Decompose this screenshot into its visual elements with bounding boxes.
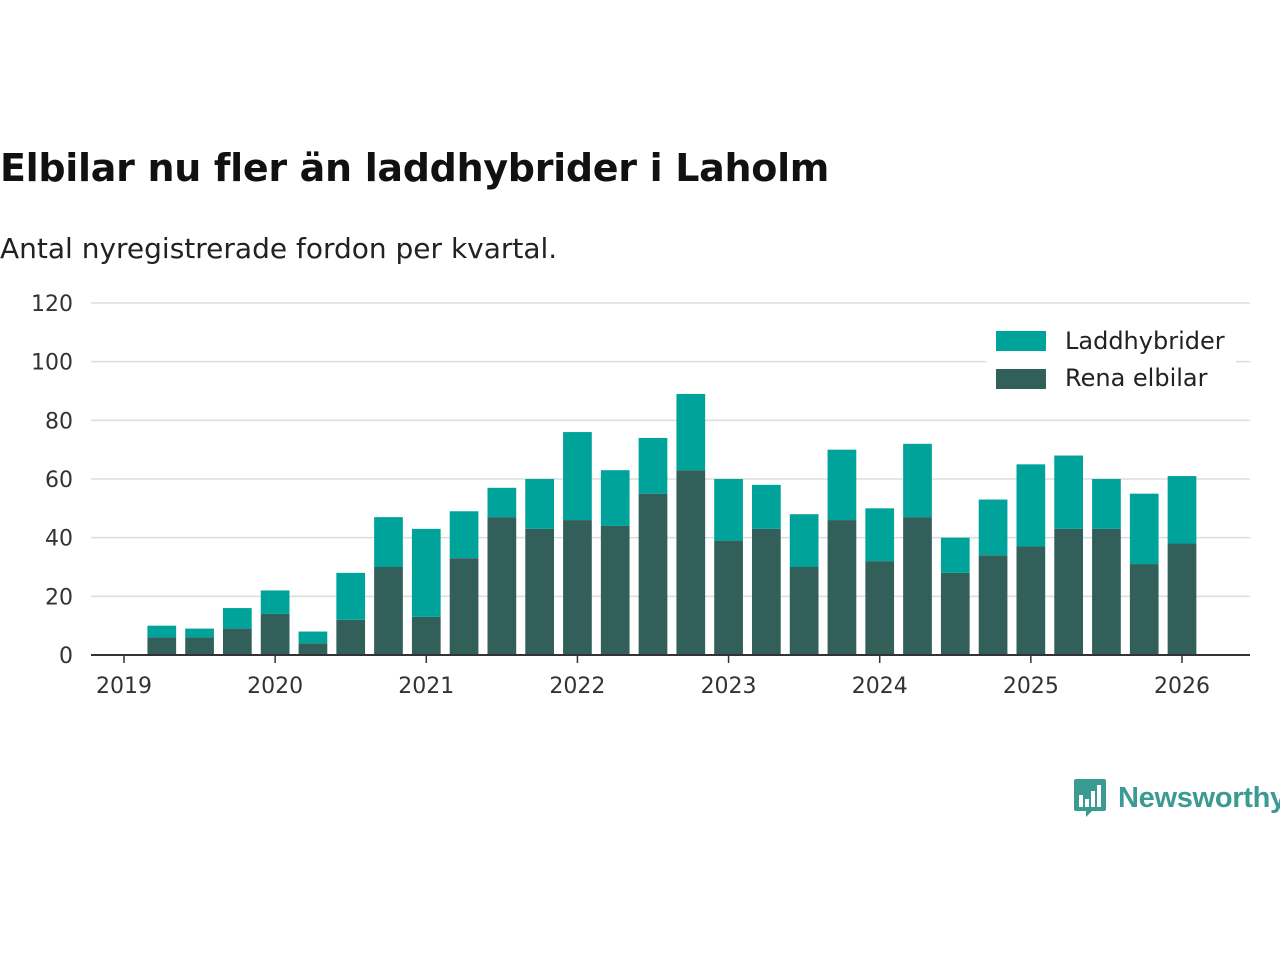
bar-rena-elbilar <box>1129 564 1159 655</box>
x-tick-label: 2023 <box>701 674 757 699</box>
x-tick-label: 2024 <box>852 674 908 699</box>
bar-laddhybrider <box>298 631 328 644</box>
bar-laddhybrider <box>789 514 819 567</box>
bar-rena-elbilar <box>865 561 895 655</box>
chart-title: Elbilar nu fler än laddhybrider i Laholm <box>0 146 830 190</box>
bar-chart-speech-bubble-icon <box>1074 779 1106 817</box>
y-tick-label: 100 <box>31 351 73 376</box>
bar-laddhybrider <box>865 508 895 562</box>
bar-rena-elbilar <box>487 517 517 655</box>
bar-rena-elbilar <box>563 520 592 655</box>
bar-laddhybrider <box>978 499 1008 556</box>
bar-rena-elbilar <box>374 567 403 655</box>
bar-laddhybrider <box>1167 476 1197 544</box>
bar-laddhybrider <box>374 517 403 567</box>
bar-rena-elbilar <box>298 643 328 655</box>
bar-laddhybrider <box>563 432 592 521</box>
bar-rena-elbilar <box>147 637 177 655</box>
bar-laddhybrider <box>751 484 781 529</box>
bar-laddhybrider <box>1092 479 1121 529</box>
bar-rena-elbilar <box>638 493 668 655</box>
bar-rena-elbilar <box>260 613 290 655</box>
bar-rena-elbilar <box>789 567 819 655</box>
bars <box>147 393 1197 655</box>
y-tick-label: 40 <box>45 527 73 552</box>
bar-rena-elbilar <box>751 528 781 655</box>
y-axis-ticks: 0 20 40 60 80 100 120 <box>31 292 73 669</box>
bar-rena-elbilar <box>336 619 366 655</box>
bar-rena-elbilar <box>411 616 441 655</box>
x-tick-label: 2021 <box>398 674 454 699</box>
bar-laddhybrider <box>487 487 517 518</box>
y-tick-label: 60 <box>45 468 73 493</box>
bar-laddhybrider <box>600 470 630 526</box>
bar-rena-elbilar <box>449 558 479 655</box>
bar-laddhybrider <box>147 625 177 638</box>
bar-rena-elbilar <box>185 637 214 655</box>
x-tick-label: 2020 <box>247 674 303 699</box>
y-tick-label: 120 <box>31 292 73 317</box>
legend-swatch-rena-elbilar <box>996 369 1046 389</box>
bar-laddhybrider <box>676 393 706 471</box>
bar-laddhybrider <box>903 443 932 518</box>
bar-rena-elbilar <box>1092 528 1121 655</box>
bar-rena-elbilar <box>676 470 706 655</box>
bar-laddhybrider <box>449 511 479 559</box>
bar-laddhybrider <box>260 590 290 614</box>
x-tick-label: 2019 <box>96 674 152 699</box>
chart-subtitle: Antal nyregistrerade fordon per kvartal. <box>0 232 558 265</box>
x-axis-ticks: 2019 2020 2021 2022 2023 2024 2025 2026 <box>96 655 1210 699</box>
x-tick-label: 2026 <box>1154 674 1210 699</box>
bar-rena-elbilar <box>940 572 970 655</box>
legend: Laddhybrider Rena elbilar <box>986 318 1236 404</box>
bar-rena-elbilar <box>600 525 630 655</box>
bar-rena-elbilar <box>1054 528 1084 655</box>
bar-rena-elbilar <box>222 628 252 655</box>
bar-laddhybrider <box>336 572 366 620</box>
y-tick-label: 80 <box>45 409 73 434</box>
bar-rena-elbilar <box>525 528 555 655</box>
brand-name: Newsworthy <box>1118 781 1280 814</box>
newsworthy-logo: Newsworthy <box>1072 776 1280 820</box>
bar-laddhybrider <box>638 437 668 494</box>
bar-rena-elbilar <box>1167 543 1197 655</box>
legend-swatch-laddhybrider <box>996 331 1046 351</box>
bar-rena-elbilar <box>978 555 1008 655</box>
bar-laddhybrider <box>1016 464 1046 547</box>
x-tick-label: 2025 <box>1003 674 1059 699</box>
y-tick-label: 0 <box>59 644 73 669</box>
bar-laddhybrider <box>827 449 857 521</box>
bar-laddhybrider <box>222 608 252 629</box>
bar-laddhybrider <box>940 537 970 573</box>
bar-laddhybrider <box>714 479 743 541</box>
bar-laddhybrider <box>411 528 441 617</box>
legend-label-laddhybrider: Laddhybrider <box>1065 327 1225 355</box>
bar-rena-elbilar <box>1016 546 1046 655</box>
bar-laddhybrider <box>185 628 214 638</box>
bar-laddhybrider <box>1129 493 1159 565</box>
bar-rena-elbilar <box>714 540 743 655</box>
legend-label-rena-elbilar: Rena elbilar <box>1065 364 1208 392</box>
bar-laddhybrider <box>1054 455 1084 529</box>
y-tick-label: 20 <box>45 585 73 610</box>
bar-rena-elbilar <box>827 520 857 655</box>
bar-rena-elbilar <box>903 517 932 655</box>
x-tick-label: 2022 <box>549 674 605 699</box>
bar-laddhybrider <box>525 479 555 529</box>
